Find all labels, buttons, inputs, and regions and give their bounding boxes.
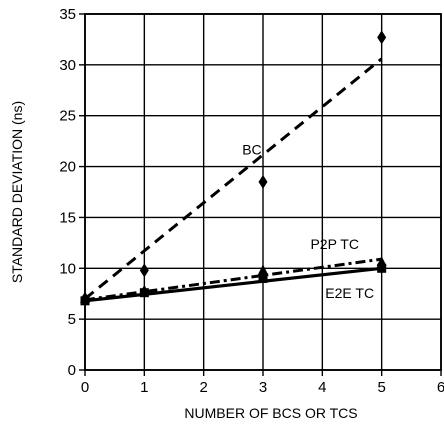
y-tick-label: 15 <box>59 209 76 226</box>
fit-line-e2e-tc <box>84 266 382 303</box>
y-tick-label: 10 <box>59 260 76 277</box>
series-label-bc: BC <box>242 141 261 157</box>
data-point-bc <box>258 174 268 189</box>
x-tick-label: 6 <box>437 379 444 396</box>
data-point-bc <box>377 30 387 45</box>
fit-line-p2p-tc <box>84 257 382 302</box>
data-point-e2e-tc <box>377 263 387 273</box>
y-tick-label: 35 <box>59 6 76 23</box>
data-point-e2e-tc <box>139 288 149 298</box>
trend-lines <box>84 57 383 303</box>
y-tick-label: 0 <box>68 362 76 379</box>
x-tick-label: 1 <box>140 379 148 396</box>
data-point-p2p-tc <box>258 264 268 275</box>
y-tick-label: 30 <box>59 57 76 74</box>
x-tick-label: 3 <box>259 379 267 396</box>
data-point-p2p-tc <box>376 256 387 267</box>
y-tick-label: 25 <box>59 108 76 125</box>
y-tick-label: 20 <box>59 159 76 176</box>
grid <box>84 13 442 371</box>
tick-labels: 0 1 2 3 4 5 6 0 5 10 15 20 25 30 35 <box>59 6 444 396</box>
fit-line-bc <box>84 57 383 300</box>
series-label-p2p-tc: P2P TC <box>310 236 359 252</box>
x-tick-label: 4 <box>318 379 326 396</box>
x-tick-label: 5 <box>377 379 385 396</box>
x-tick-label: 2 <box>199 379 207 396</box>
y-tick-label: 5 <box>68 311 76 328</box>
x-tick-label: 0 <box>81 379 89 396</box>
y-axis-title: STANDARD DEVIATION (ns) <box>9 101 25 283</box>
series-labels: BC P2P TC E2E TC <box>242 141 374 300</box>
x-axis-title: NUMBER OF BCS OR TCS <box>184 405 357 421</box>
data-point-bc <box>139 263 149 278</box>
series-label-e2e-tc: E2E TC <box>325 285 374 301</box>
data-point-e2e-tc <box>258 273 268 283</box>
